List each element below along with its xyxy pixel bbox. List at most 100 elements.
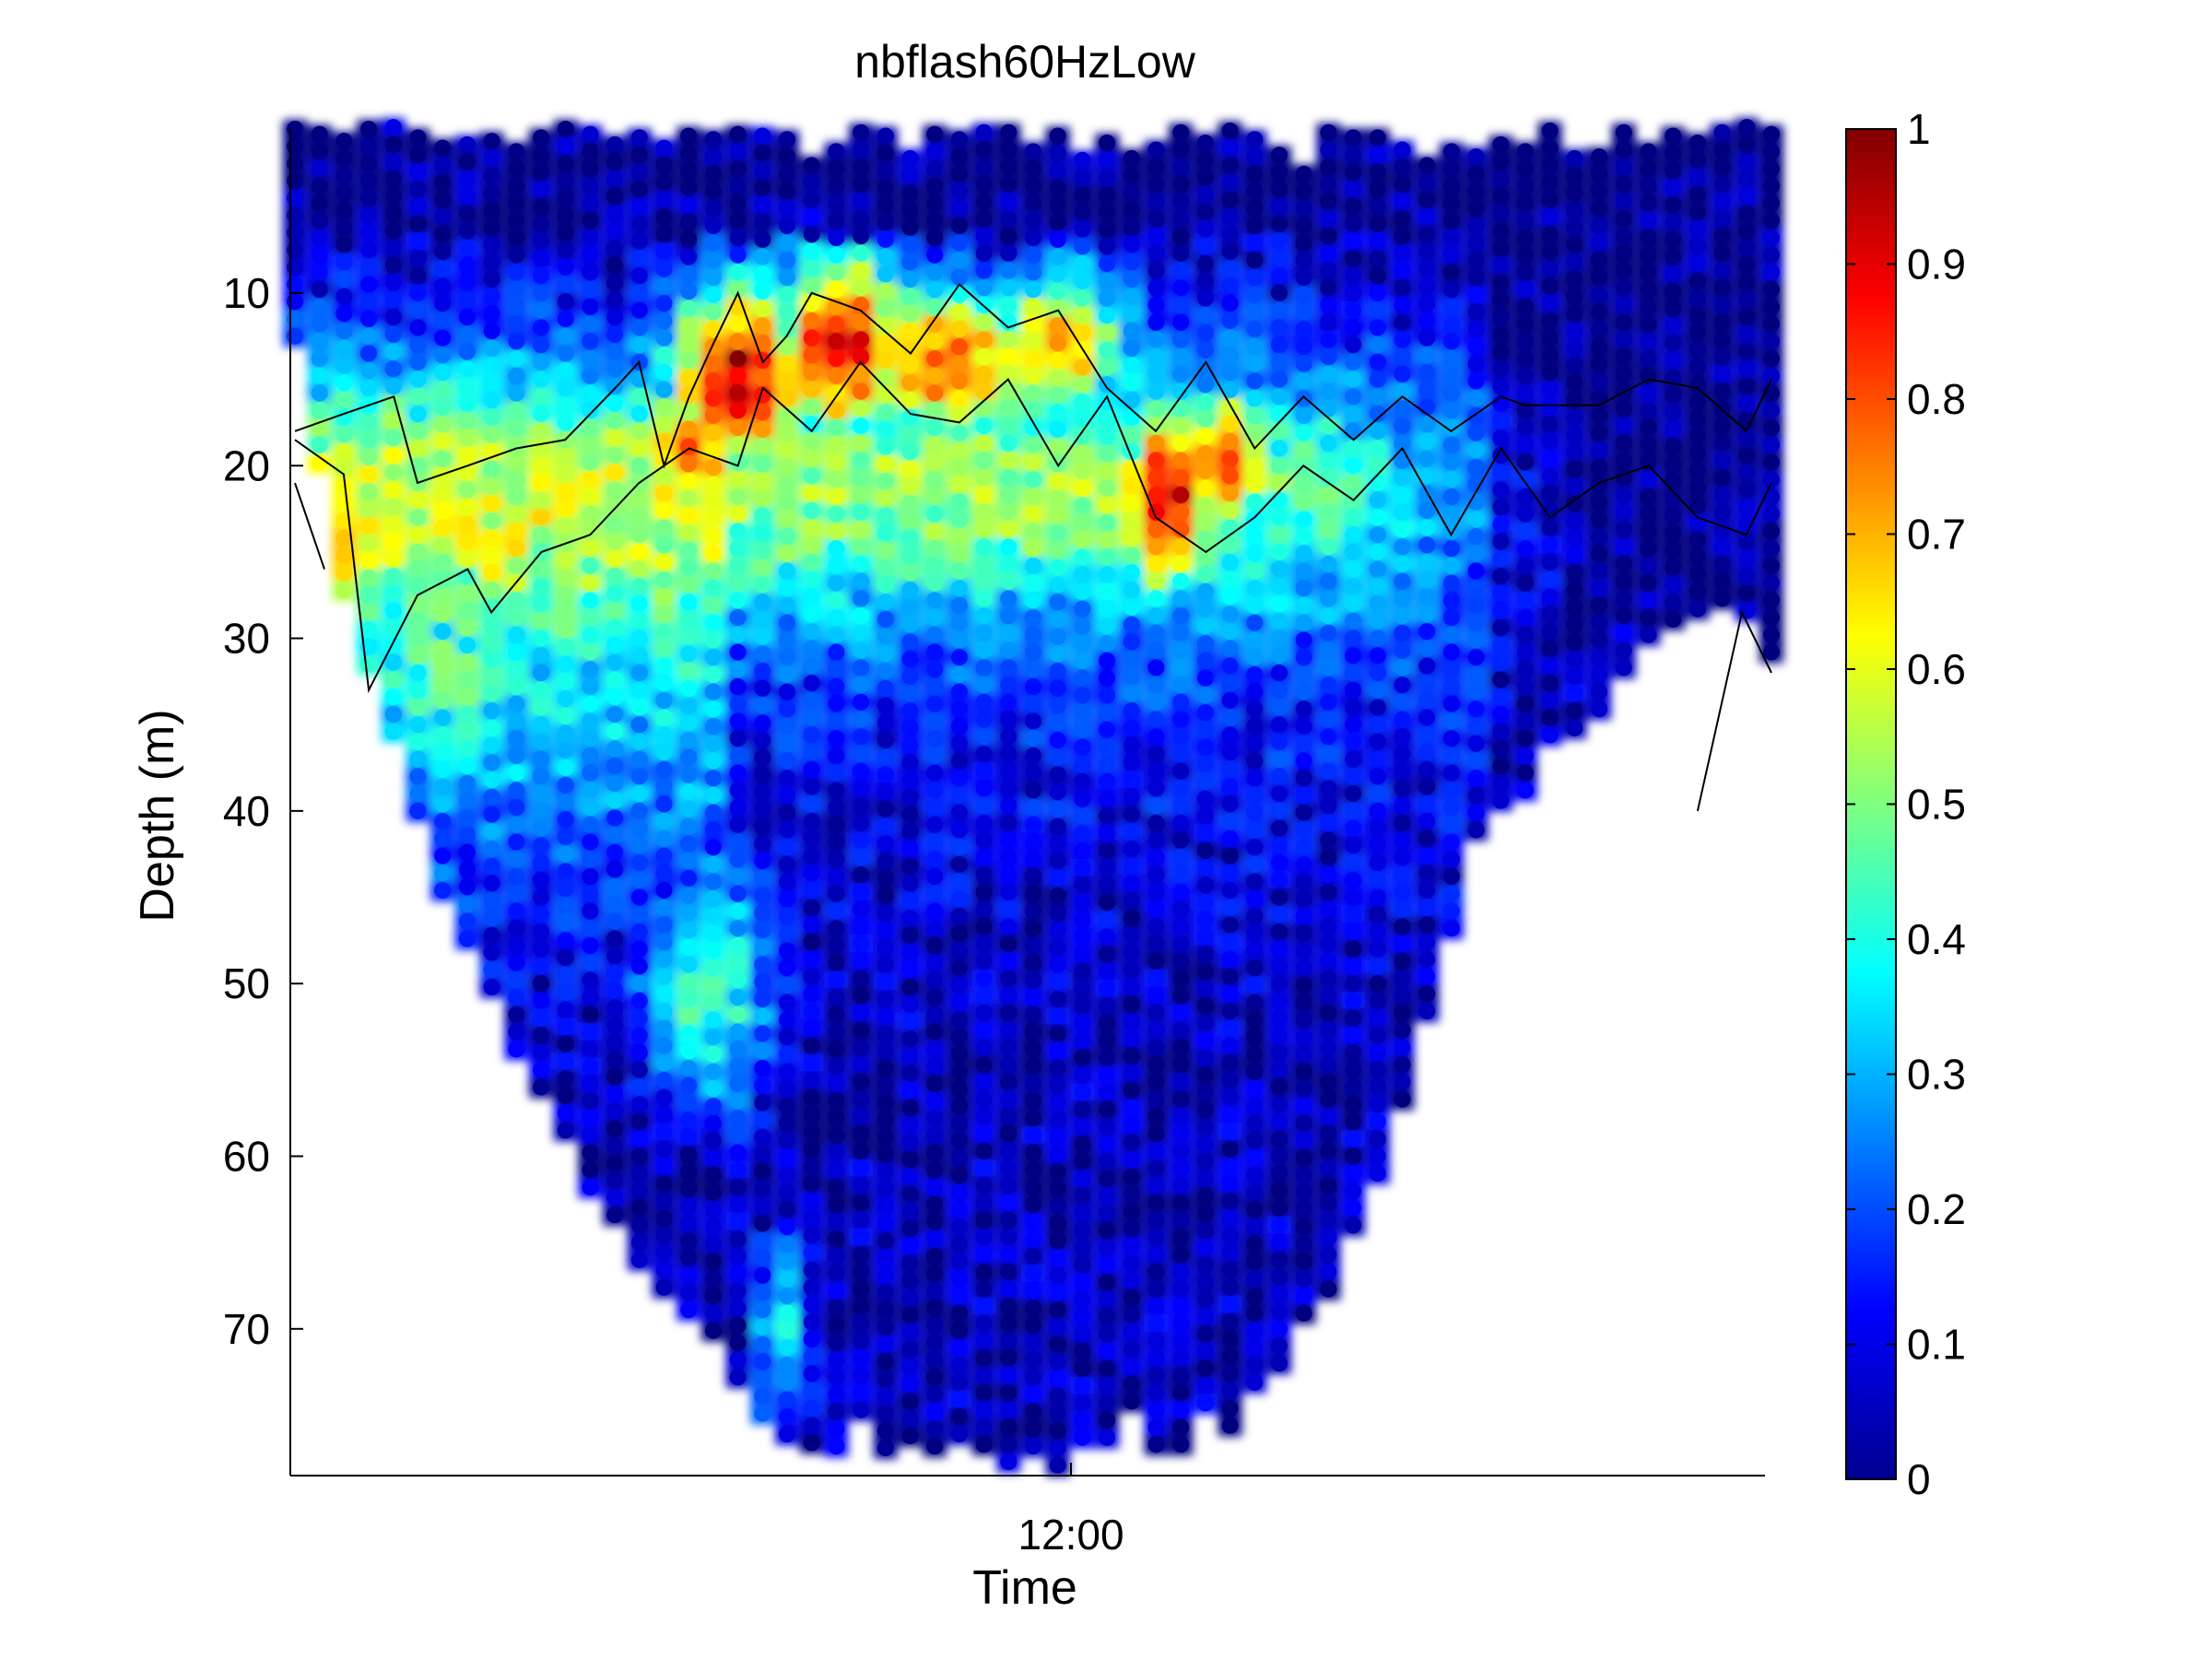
data-point <box>803 433 820 451</box>
data-point <box>729 764 747 782</box>
data-point <box>779 528 795 546</box>
data-point <box>557 1104 574 1122</box>
data-point <box>754 179 771 196</box>
data-point <box>901 841 919 858</box>
data-point <box>729 367 747 384</box>
data-point <box>582 453 599 471</box>
data-point <box>680 594 698 611</box>
data-point <box>630 319 648 336</box>
data-point <box>877 1007 894 1025</box>
data-point <box>704 1132 722 1149</box>
data-point <box>680 300 698 317</box>
data-point <box>803 208 820 226</box>
data-point <box>729 488 747 505</box>
data-point <box>729 177 747 194</box>
data-point <box>729 971 747 989</box>
data-point <box>803 606 820 623</box>
data-point <box>434 847 452 865</box>
data-point <box>409 491 427 509</box>
data-point <box>704 977 722 994</box>
data-point <box>630 1078 648 1096</box>
data-point <box>630 665 648 682</box>
data-point <box>901 1393 919 1410</box>
data-point <box>533 457 549 475</box>
data-point <box>803 571 820 588</box>
data-point <box>335 443 353 461</box>
data-point <box>533 768 549 785</box>
data-point <box>853 624 870 641</box>
data-point <box>508 557 525 574</box>
data-point <box>877 1335 894 1353</box>
data-point <box>606 930 624 947</box>
data-point <box>729 1006 747 1023</box>
data-point <box>729 125 747 143</box>
data-point <box>508 730 525 747</box>
data-point <box>630 888 648 906</box>
data-point <box>926 453 944 471</box>
data-point <box>606 774 624 792</box>
data-point <box>901 633 919 651</box>
data-point <box>704 1270 722 1288</box>
data-point <box>779 839 795 856</box>
data-point <box>630 216 648 233</box>
data-point <box>434 606 452 623</box>
data-point <box>901 1358 919 1375</box>
data-point <box>926 229 944 247</box>
data-point <box>901 1030 919 1048</box>
data-point <box>729 1075 747 1092</box>
data-point <box>384 222 402 240</box>
data-point <box>360 345 378 362</box>
data-point <box>853 572 870 590</box>
data-point <box>901 1116 919 1134</box>
data-point <box>754 628 771 645</box>
data-point <box>901 1306 919 1324</box>
data-point <box>655 139 673 157</box>
data-point <box>606 325 624 343</box>
data-point <box>434 191 452 208</box>
data-point <box>828 471 845 488</box>
data-point <box>287 189 303 206</box>
data-point <box>901 426 919 443</box>
data-point <box>828 1230 845 1248</box>
data-point <box>311 229 328 247</box>
data-point <box>582 298 599 315</box>
data-point <box>828 1075 845 1092</box>
data-point <box>287 137 303 155</box>
data-point <box>434 744 452 761</box>
data-point <box>877 679 894 697</box>
data-point <box>803 813 820 830</box>
data-point <box>926 661 944 678</box>
data-point <box>877 628 894 645</box>
data-point <box>557 794 574 811</box>
data-point <box>779 1322 795 1339</box>
data-point <box>877 1128 894 1146</box>
data-point <box>409 612 427 629</box>
data-point <box>803 623 820 641</box>
data-point <box>877 1440 894 1457</box>
data-point <box>704 994 722 1011</box>
data-point <box>606 394 624 412</box>
data-point <box>335 323 353 340</box>
data-point <box>630 906 648 924</box>
data-point <box>458 792 476 809</box>
data-point <box>828 367 845 384</box>
data-point <box>557 448 574 465</box>
data-point <box>926 833 944 851</box>
data-point <box>877 818 894 835</box>
data-point <box>754 956 771 973</box>
data-point <box>853 159 870 176</box>
data-point <box>630 129 648 147</box>
data-point <box>803 1209 820 1227</box>
data-point <box>754 766 771 783</box>
data-point <box>877 1181 894 1198</box>
data-point <box>729 453 747 471</box>
data-point <box>901 408 919 426</box>
data-point <box>384 637 402 654</box>
data-point <box>655 1140 673 1158</box>
data-point <box>803 744 820 761</box>
data-point <box>779 1029 795 1046</box>
data-point <box>458 412 476 429</box>
data-point <box>335 202 353 219</box>
data-point <box>582 1092 599 1110</box>
data-point <box>729 782 747 799</box>
